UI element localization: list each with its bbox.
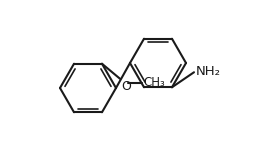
Text: NH₂: NH₂ bbox=[196, 65, 221, 78]
Text: CH₃: CH₃ bbox=[143, 76, 165, 89]
Text: O: O bbox=[121, 80, 131, 93]
